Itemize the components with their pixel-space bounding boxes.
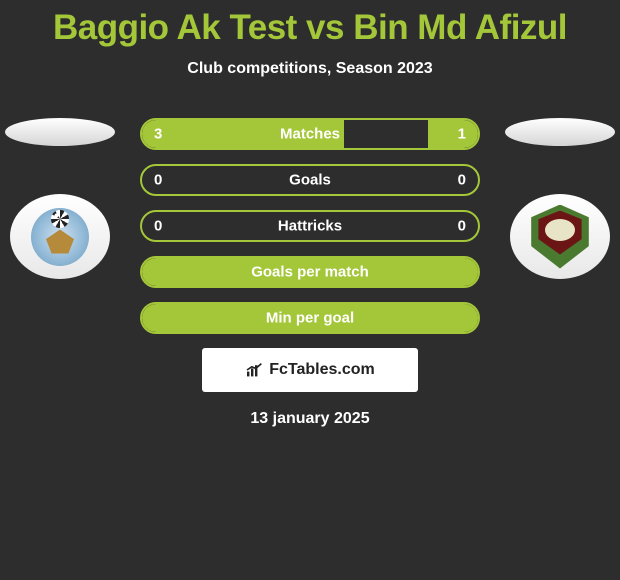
player-left-avatar bbox=[5, 118, 115, 146]
date-text: 13 january 2025 bbox=[0, 410, 620, 428]
page-title: Baggio Ak Test vs Bin Md Afizul bbox=[0, 0, 620, 48]
stat-right-value: 0 bbox=[458, 172, 466, 189]
club-badge-left bbox=[10, 194, 110, 279]
stat-bar-goals: 0 Goals 0 bbox=[140, 164, 480, 196]
stat-label: Goals bbox=[289, 172, 331, 189]
stat-left-value: 3 bbox=[154, 126, 162, 143]
stat-label: Min per goal bbox=[266, 310, 354, 327]
stat-label: Hattricks bbox=[278, 218, 342, 235]
comparison-panel: 3 Matches 1 0 Goals 0 0 Hattricks 0 Goal… bbox=[0, 118, 620, 428]
club-badge-right bbox=[510, 194, 610, 279]
player-right-avatar bbox=[505, 118, 615, 146]
stat-right-value: 1 bbox=[458, 126, 466, 143]
stats-bars: 3 Matches 1 0 Goals 0 0 Hattricks 0 Goal… bbox=[140, 118, 480, 334]
club-crest-left-icon bbox=[31, 208, 89, 266]
stat-label: Matches bbox=[280, 126, 340, 143]
stat-bar-min-per-goal: Min per goal bbox=[140, 302, 480, 334]
stat-bar-goals-per-match: Goals per match bbox=[140, 256, 480, 288]
stat-bar-matches: 3 Matches 1 bbox=[140, 118, 480, 150]
stat-left-value: 0 bbox=[154, 218, 162, 235]
chart-icon bbox=[245, 362, 265, 378]
attribution-text: FcTables.com bbox=[269, 361, 375, 379]
club-crest-right-icon bbox=[528, 205, 592, 269]
player-left-column bbox=[0, 118, 120, 279]
stat-right-value: 0 bbox=[458, 218, 466, 235]
stat-label: Goals per match bbox=[251, 264, 369, 281]
subtitle: Club competitions, Season 2023 bbox=[0, 60, 620, 78]
stat-bar-hattricks: 0 Hattricks 0 bbox=[140, 210, 480, 242]
stat-fill-right bbox=[428, 120, 478, 148]
attribution-box: FcTables.com bbox=[202, 348, 418, 392]
player-right-column bbox=[500, 118, 620, 279]
stat-left-value: 0 bbox=[154, 172, 162, 189]
